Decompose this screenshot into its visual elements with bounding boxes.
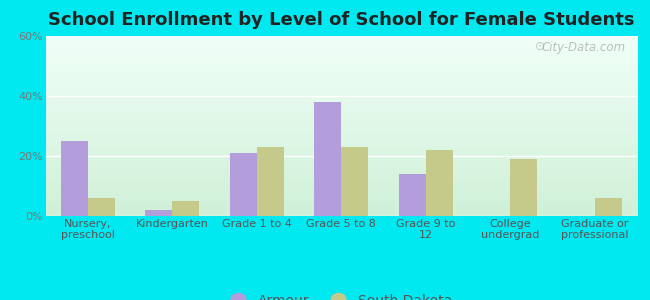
- Title: School Enrollment by Level of School for Female Students: School Enrollment by Level of School for…: [48, 11, 634, 29]
- Bar: [145, 210, 172, 216]
- Bar: [314, 102, 341, 216]
- Bar: [426, 150, 453, 216]
- Bar: [341, 147, 369, 216]
- Bar: [229, 153, 257, 216]
- Legend: Armour, South Dakota: Armour, South Dakota: [225, 288, 458, 300]
- Bar: [398, 174, 426, 216]
- Text: City-Data.com: City-Data.com: [541, 41, 625, 54]
- Bar: [172, 201, 200, 216]
- Bar: [88, 198, 115, 216]
- Bar: [595, 198, 622, 216]
- Bar: [60, 141, 88, 216]
- Text: ⊙: ⊙: [535, 40, 545, 53]
- Bar: [257, 147, 284, 216]
- Bar: [510, 159, 538, 216]
